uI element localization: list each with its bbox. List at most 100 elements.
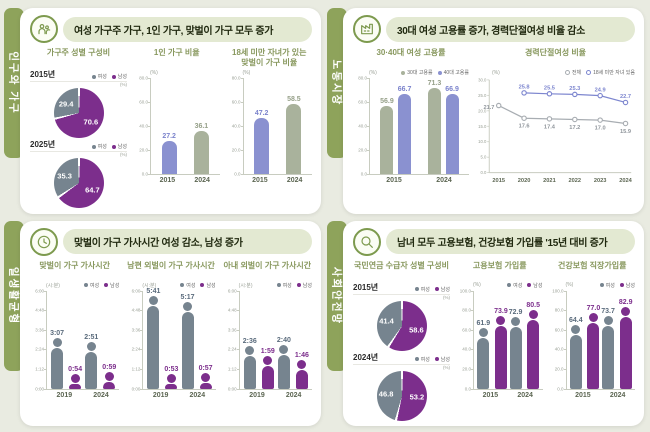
y-tick-mark	[471, 290, 474, 292]
y-tick-mark	[148, 150, 151, 151]
x-axis-label: 2015	[386, 177, 402, 184]
bar-item: 36.1	[193, 123, 209, 174]
pie-year-label: 2015년	[353, 282, 379, 292]
bar-item: 0:57	[199, 365, 213, 389]
x-axis-label: 2024	[189, 391, 206, 399]
bar-group: 2:36 1:59	[243, 338, 275, 389]
unit-label: (%)	[120, 82, 127, 87]
x-axis-label: 2023	[594, 178, 607, 184]
y-tick-mark	[563, 290, 567, 292]
legend-label: 남성	[440, 356, 450, 363]
bar-item: 71.3	[427, 80, 442, 174]
side-tab-worklife: 일생활균형	[4, 220, 24, 371]
y-tick-label: 1:12	[35, 366, 44, 372]
y-tick-label: 60.0	[554, 327, 564, 333]
y-tick-mark	[367, 174, 370, 175]
y-tick-mark	[148, 78, 151, 79]
person-head	[511, 317, 521, 327]
x-axis-label: 2015	[482, 391, 499, 399]
legend-label: 남성	[206, 282, 216, 289]
legend-dot	[507, 283, 512, 287]
data-point	[572, 91, 578, 98]
bars: 2:36 1:59 2:40 1:46	[240, 291, 312, 389]
legend-dot	[111, 144, 116, 149]
chart: 1인 가구 비율 (%) 80.0 60.0 40.0 20.0 0.0 27.2 36.1 20…	[134, 48, 220, 184]
y-tick-label: 20.0	[139, 147, 148, 153]
panel-title: 30대 여성 고용률 증가, 경력단절여성 비율 감소	[386, 16, 635, 42]
pie-value-label: 41.4	[379, 316, 394, 326]
y-tick-label: 0:00	[131, 386, 141, 391]
data-point-label: 24.9	[595, 87, 606, 93]
person-body	[619, 317, 632, 389]
bar-item: 2:40	[277, 337, 291, 389]
legend-label: 남성	[533, 282, 543, 289]
person-body	[199, 382, 212, 389]
bar-group: 73.7 82.9	[601, 299, 633, 389]
legend-item: 남성	[296, 282, 312, 289]
x-axis-label: 2019	[152, 391, 169, 399]
y-tick-label: 40.0	[231, 123, 241, 129]
y-tick-mark	[236, 388, 240, 390]
legend-dot	[401, 70, 406, 75]
side-tab-labor: 노동시장	[327, 8, 347, 158]
legend-label: 여성	[97, 144, 107, 150]
y-tick-label: 25.0	[478, 93, 487, 98]
bars: 3:07 0:54 2:51 0:59	[47, 291, 119, 389]
bar-item: 61.9	[477, 320, 490, 389]
chart-title: 경력단절여성 비율	[524, 48, 587, 57]
y-tick-mark	[140, 349, 144, 351]
legend: 여성 남성	[180, 282, 216, 289]
factory-icon	[353, 15, 381, 43]
y-tick-label: 100.0	[459, 288, 471, 293]
legend-item: 여성	[414, 286, 430, 293]
data-point	[572, 116, 578, 123]
plot-area: 100.0 80.0 60.0 40.0 20.0 0.0 64.4 77.0 73.7 82.9	[552, 288, 635, 391]
legend-dot	[180, 283, 185, 287]
unit-label: (시:분)	[142, 282, 157, 289]
y-tick-label: 2:24	[227, 346, 237, 352]
legend-item: 여성	[91, 73, 107, 80]
x-axis-labels: 2015 2024	[369, 175, 469, 184]
chart-title: 가구주 성별 구성비	[46, 48, 111, 57]
bar-value: 1:46	[294, 351, 309, 359]
legend-item: 남성	[619, 282, 635, 289]
person-head	[201, 372, 211, 382]
side-tab-safetynet: 사회안전망	[327, 220, 347, 371]
legend-dot	[434, 287, 439, 291]
bar-value: 47.2	[254, 109, 269, 117]
person-head	[496, 316, 506, 326]
bar-group: 2:51 0:59	[84, 334, 116, 389]
bar-value: 0:59	[102, 364, 117, 372]
legend-dot	[414, 287, 419, 291]
bar-value: 71.3	[427, 80, 442, 88]
panel-cell-worklife: 일생활균형 맞벌이 가구 가사시간 여성 감소, 남성 증가 맞벌이 가구 가사시간…	[4, 220, 321, 426]
person-head	[297, 359, 307, 369]
y-tick-label: 40.0	[462, 346, 471, 352]
bar-item: 77.0	[587, 305, 600, 389]
bars: 61.9 73.9 72.9 80.5	[474, 291, 543, 389]
x-axis-labels: 2019 2024	[142, 390, 215, 399]
bar-value: 66.9	[445, 85, 459, 93]
plot-header: (%)	[243, 68, 313, 77]
y-tick-mark	[563, 349, 567, 351]
unit-label: (%)	[473, 282, 481, 288]
y-tick-mark	[240, 78, 244, 80]
y-tick-label: 3:36	[35, 327, 44, 333]
legend-dot	[91, 144, 96, 149]
data-point-label: 22.7	[620, 94, 631, 100]
y-tick-mark	[367, 150, 370, 151]
person-body	[569, 335, 582, 389]
magnifier-icon	[353, 227, 381, 256]
y-tick-label: 60.0	[462, 327, 471, 333]
legend: 여성 남성	[91, 73, 127, 80]
y-tick-mark	[471, 368, 474, 370]
bar-group: 64.4 77.0	[569, 305, 600, 389]
side-tab-population: 인구와 가구	[4, 8, 24, 158]
y-tick-label: 20.0	[358, 147, 367, 153]
y-tick-mark	[236, 368, 240, 370]
pie-value-label: 35.3	[57, 171, 72, 181]
unit-label: (%)	[242, 69, 251, 76]
unit-label: (%)	[120, 152, 127, 157]
x-axis-label: 2021	[543, 178, 556, 184]
charts-row: 가구주 성별 구성비 2015년 여성 남성 (%) 29.4 70.6 2025년 여성 남성(…	[30, 48, 312, 208]
